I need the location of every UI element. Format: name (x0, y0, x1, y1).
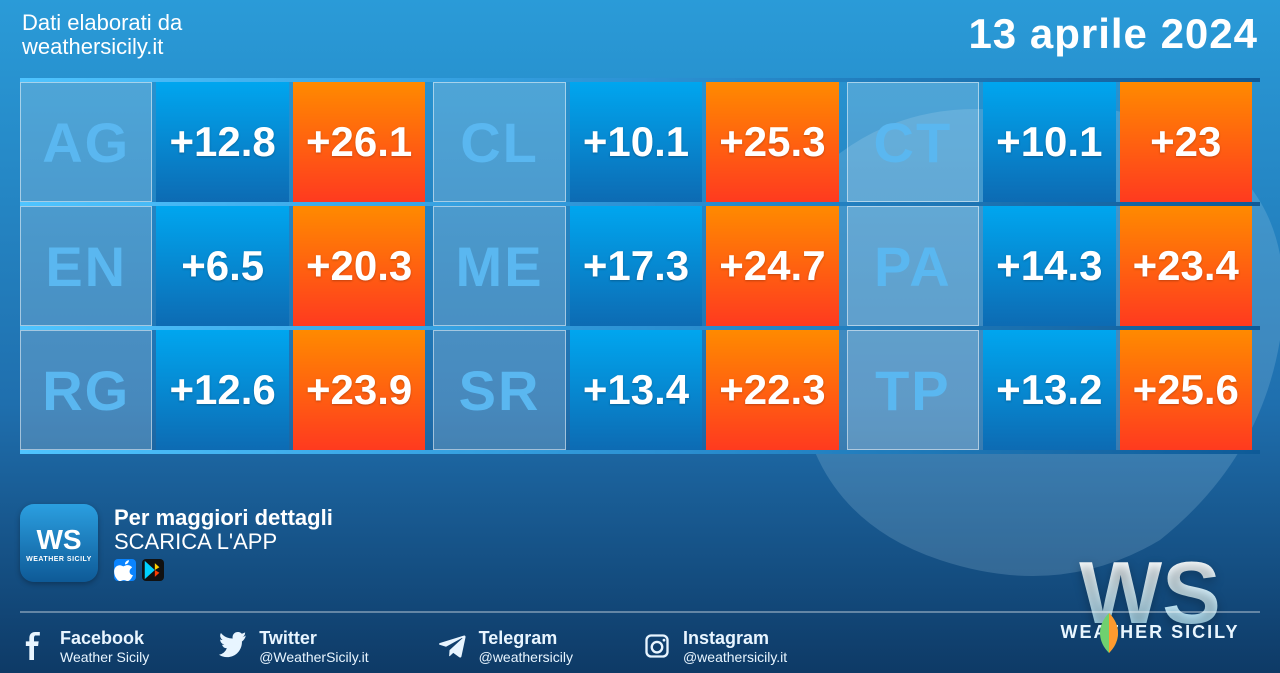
social-instagram[interactable]: Instagram@weathersicily.it (643, 628, 787, 665)
telegram-icon (439, 632, 467, 660)
social-handle: @weathersicily (479, 649, 573, 665)
social-name: Telegram (479, 628, 573, 649)
temperature-row: RG+12.6+23.9SR+13.4+22.3TP+13.2+25.6 (20, 330, 1260, 450)
temp-high: +25.6 (1120, 330, 1252, 450)
social-facebook[interactable]: FacebookWeather Sicily (20, 628, 149, 665)
social-telegram[interactable]: Telegram@weathersicily (439, 628, 573, 665)
social-twitter[interactable]: Twitter@WeatherSicily.it (219, 628, 368, 665)
province-triplet: AG+12.8+26.1 (20, 82, 433, 202)
app-text: Per maggiori dettagli SCARICA L'APP (114, 505, 333, 581)
ws-logo-sub: WEATHER SICILY (26, 556, 92, 563)
province-triplet: EN+6.5+20.3 (20, 206, 433, 326)
app-promo: WS WEATHER SICILY Per maggiori dettagli … (20, 504, 333, 582)
temp-low: +6.5 (156, 206, 288, 326)
province-code: TP (847, 330, 979, 450)
temp-low: +10.1 (570, 82, 702, 202)
temp-high: +26.1 (293, 82, 425, 202)
footer: FacebookWeather Sicily Twitter@WeatherSic… (20, 611, 1260, 673)
store-icons (114, 559, 333, 581)
province-code: ME (433, 206, 565, 326)
temp-high: +25.3 (706, 82, 838, 202)
credit-line-2: weathersicily.it (22, 34, 182, 60)
credit-line-1: Dati elaborati da (22, 10, 182, 36)
temp-low: +13.2 (983, 330, 1115, 450)
temp-low: +14.3 (983, 206, 1115, 326)
province-triplet: TP+13.2+25.6 (847, 330, 1260, 450)
province-triplet: RG+12.6+23.9 (20, 330, 433, 450)
province-code: RG (20, 330, 152, 450)
temp-low: +12.6 (156, 330, 288, 450)
temp-low: +13.4 (570, 330, 702, 450)
temp-low: +12.8 (156, 82, 288, 202)
header: Dati elaborati da weathersicily.it 13 ap… (0, 0, 1280, 70)
temp-high: +22.3 (706, 330, 838, 450)
province-code: AG (20, 82, 152, 202)
facebook-icon (20, 632, 48, 660)
ws-logo-small: WS WEATHER SICILY (20, 504, 98, 582)
ws-logo-text: WS (36, 524, 81, 556)
social-text: Telegram@weathersicily (479, 628, 573, 665)
credit: Dati elaborati da weathersicily.it (22, 10, 182, 60)
social-name: Facebook (60, 628, 149, 649)
social-handle: Weather Sicily (60, 649, 149, 665)
social-text: FacebookWeather Sicily (60, 628, 149, 665)
province-triplet: PA+14.3+23.4 (847, 206, 1260, 326)
province-triplet: CT+10.1+23 (847, 82, 1260, 202)
province-code: CL (433, 82, 565, 202)
weather-infographic: Dati elaborati da weathersicily.it 13 ap… (0, 0, 1280, 673)
province-code: CT (847, 82, 979, 202)
app-store-icon[interactable] (114, 559, 136, 581)
row-divider (20, 450, 1260, 454)
temperature-row: EN+6.5+20.3ME+17.3+24.7PA+14.3+23.4 (20, 206, 1260, 326)
temperature-row: AG+12.8+26.1CL+10.1+25.3CT+10.1+23 (20, 82, 1260, 202)
temp-high: +23 (1120, 82, 1252, 202)
temp-high: +23.9 (293, 330, 425, 450)
province-code: SR (433, 330, 565, 450)
temperature-grid: AG+12.8+26.1CL+10.1+25.3CT+10.1+23EN+6.5… (20, 78, 1260, 454)
social-text: Instagram@weathersicily.it (683, 628, 787, 665)
instagram-icon (643, 632, 671, 660)
temp-low: +17.3 (570, 206, 702, 326)
province-triplet: SR+13.4+22.3 (433, 330, 846, 450)
temp-low: +10.1 (983, 82, 1115, 202)
temp-high: +20.3 (293, 206, 425, 326)
date: 13 aprile 2024 (968, 10, 1258, 58)
temp-high: +23.4 (1120, 206, 1252, 326)
province-triplet: CL+10.1+25.3 (433, 82, 846, 202)
social-handle: @WeatherSicily.it (259, 649, 368, 665)
province-triplet: ME+17.3+24.7 (433, 206, 846, 326)
social-handle: @weathersicily.it (683, 649, 787, 665)
app-line-2: SCARICA L'APP (114, 529, 333, 555)
social-text: Twitter@WeatherSicily.it (259, 628, 368, 665)
social-name: Twitter (259, 628, 368, 649)
province-code: PA (847, 206, 979, 326)
social-name: Instagram (683, 628, 787, 649)
province-code: EN (20, 206, 152, 326)
google-play-icon[interactable] (142, 559, 164, 581)
temp-high: +24.7 (706, 206, 838, 326)
twitter-icon (219, 632, 247, 660)
app-line-1: Per maggiori dettagli (114, 505, 333, 531)
